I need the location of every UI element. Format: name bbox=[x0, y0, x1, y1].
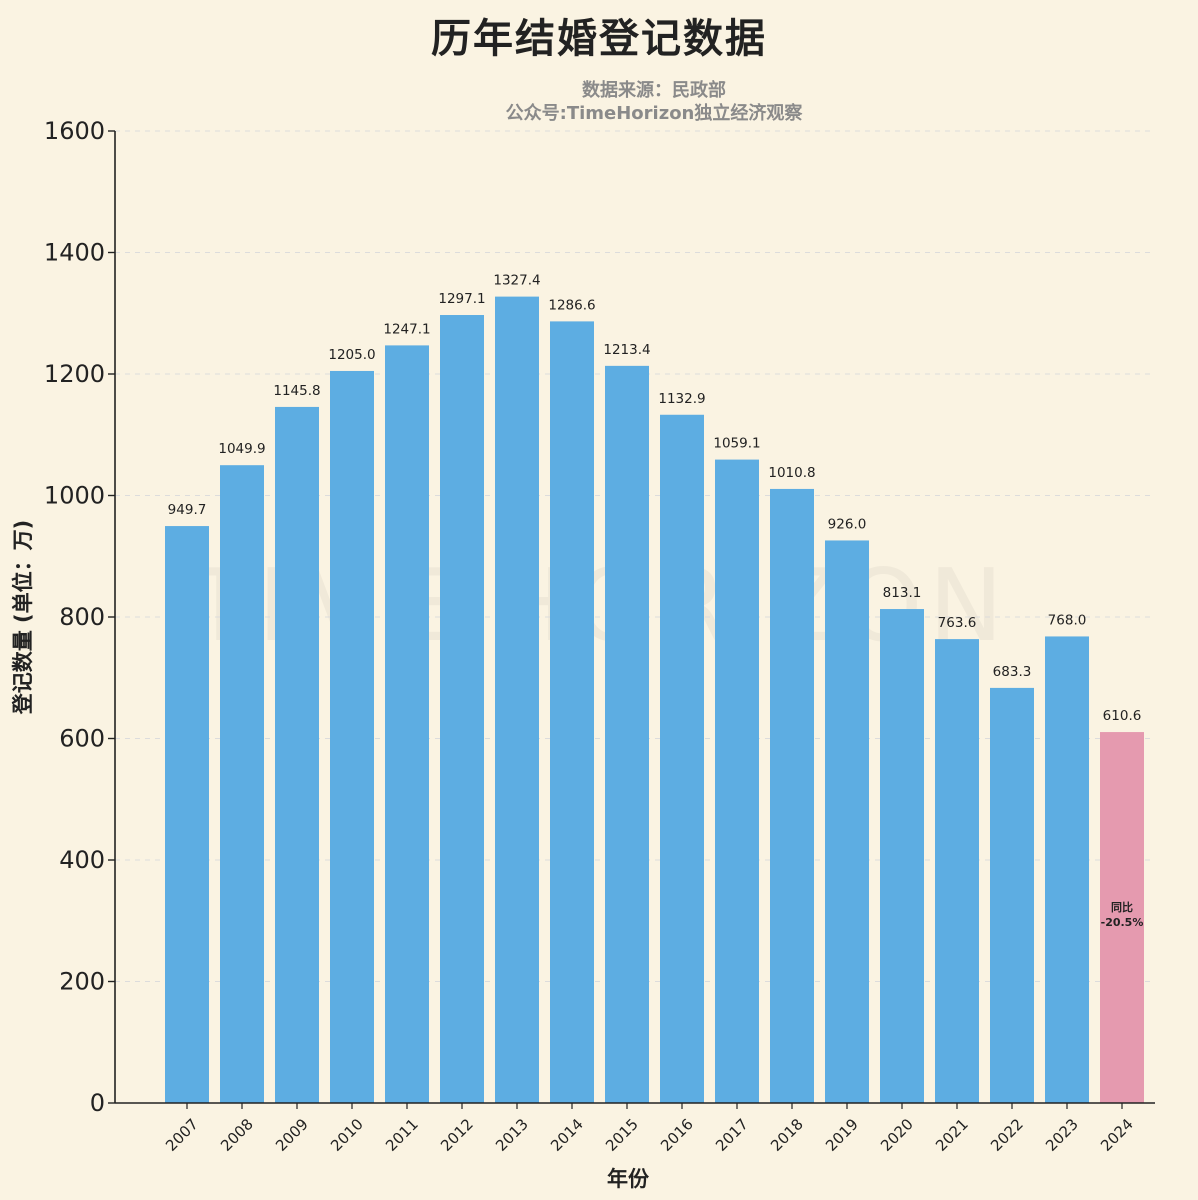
x-tick-label-2009: 2009 bbox=[272, 1115, 312, 1155]
data-label-2011: 1247.1 bbox=[383, 321, 430, 337]
bar-2009 bbox=[275, 406, 319, 1103]
y-tick-label: 400 bbox=[59, 846, 105, 874]
annotation-line: 同比 bbox=[1111, 900, 1133, 914]
x-tick-label-2021: 2021 bbox=[932, 1115, 972, 1155]
bars bbox=[165, 296, 1144, 1104]
bar-2012 bbox=[440, 315, 484, 1104]
x-ticks: 2007 2008 2009 2010 2011 2012 2013 2014 2015 2016… bbox=[162, 1103, 1137, 1155]
chart-subtitle-account: 公众号:TimeHorizon独立经济观察 bbox=[505, 103, 803, 124]
bar-2014 bbox=[550, 321, 594, 1103]
x-tick-label-2011: 2011 bbox=[382, 1115, 422, 1155]
x-tick-label-2017: 2017 bbox=[712, 1115, 752, 1155]
y-tick-label: 200 bbox=[59, 968, 105, 996]
chart-title: 历年结婚登记数据 bbox=[431, 16, 767, 62]
x-tick-label-2010: 2010 bbox=[327, 1115, 367, 1155]
bar-2022 bbox=[990, 687, 1034, 1103]
y-tick-label: 600 bbox=[59, 725, 105, 753]
data-label-2008: 1049.9 bbox=[218, 441, 265, 457]
data-label-2016: 1132.9 bbox=[658, 391, 705, 407]
data-label-2022: 683.3 bbox=[993, 664, 1032, 680]
bar-2023 bbox=[1045, 636, 1089, 1103]
y-tick-label: 1600 bbox=[44, 117, 105, 145]
x-tick-label-2014: 2014 bbox=[547, 1115, 587, 1155]
bar-2017 bbox=[715, 459, 759, 1103]
y-tick-label: 0 bbox=[90, 1089, 105, 1117]
y-ticks: 0 200 400 600 800 1000 1200 1400 1600 bbox=[44, 117, 115, 1117]
x-tick-label-2016: 2016 bbox=[657, 1115, 697, 1155]
x-tick-label-2019: 2019 bbox=[822, 1115, 862, 1155]
data-label-2023: 768.0 bbox=[1048, 612, 1087, 628]
annotation-line: -20.5% bbox=[1101, 916, 1144, 929]
x-tick-label-2022: 2022 bbox=[987, 1115, 1027, 1155]
data-label-2020: 813.1 bbox=[883, 585, 922, 601]
x-tick-label-2013: 2013 bbox=[492, 1115, 532, 1155]
x-tick-label-2012: 2012 bbox=[437, 1115, 477, 1155]
x-axis-title: 年份 bbox=[607, 1167, 650, 1191]
bar-2024 bbox=[1100, 732, 1144, 1103]
bar-2010 bbox=[330, 370, 374, 1103]
x-tick-label-2023: 2023 bbox=[1042, 1115, 1082, 1155]
x-tick-label-2024: 2024 bbox=[1097, 1115, 1137, 1155]
bar-2019 bbox=[825, 540, 869, 1103]
x-tick-label-2020: 2020 bbox=[877, 1115, 917, 1155]
y-axis-title: 登记数量 (单位：万) bbox=[11, 520, 35, 716]
bar-2015 bbox=[605, 365, 649, 1103]
data-labels: 949.7 1049.9 1145.8 1205.0 1247.1 1297.1 1327.… bbox=[168, 273, 1142, 724]
data-label-2021: 763.6 bbox=[938, 615, 977, 631]
data-label-2014: 1286.6 bbox=[548, 297, 595, 313]
data-label-2010: 1205.0 bbox=[328, 347, 375, 363]
data-label-2009: 1145.8 bbox=[273, 383, 320, 399]
y-tick-label: 800 bbox=[59, 603, 105, 631]
data-label-2012: 1297.1 bbox=[438, 291, 485, 307]
data-label-2019: 926.0 bbox=[828, 516, 867, 532]
x-tick-label-2018: 2018 bbox=[767, 1115, 807, 1155]
chart-subtitle-source: 数据来源：民政部 bbox=[582, 80, 726, 101]
data-label-2013: 1327.4 bbox=[493, 273, 540, 289]
bar-2021 bbox=[935, 639, 979, 1103]
bar-2011 bbox=[385, 345, 429, 1104]
data-label-2018: 1010.8 bbox=[768, 465, 815, 481]
bar-2008 bbox=[220, 465, 264, 1103]
y-tick-label: 1200 bbox=[44, 360, 105, 388]
data-label-2007: 949.7 bbox=[168, 502, 207, 518]
x-tick-label-2007: 2007 bbox=[162, 1115, 202, 1155]
bar-2013 bbox=[495, 296, 539, 1103]
bar-2007 bbox=[165, 526, 209, 1103]
bar-2016 bbox=[660, 414, 704, 1103]
data-label-2017: 1059.1 bbox=[713, 436, 760, 452]
y-tick-label: 1000 bbox=[44, 482, 105, 510]
y-tick-label: 1400 bbox=[44, 239, 105, 267]
bar-2018 bbox=[770, 488, 814, 1104]
x-tick-label-2015: 2015 bbox=[602, 1115, 642, 1155]
x-tick-label-2008: 2008 bbox=[217, 1115, 257, 1155]
bar-2020 bbox=[880, 609, 924, 1103]
data-label-2015: 1213.4 bbox=[603, 342, 650, 358]
data-label-2024: 610.6 bbox=[1103, 708, 1142, 724]
annotation: 同比 -20.5% bbox=[1101, 900, 1144, 929]
